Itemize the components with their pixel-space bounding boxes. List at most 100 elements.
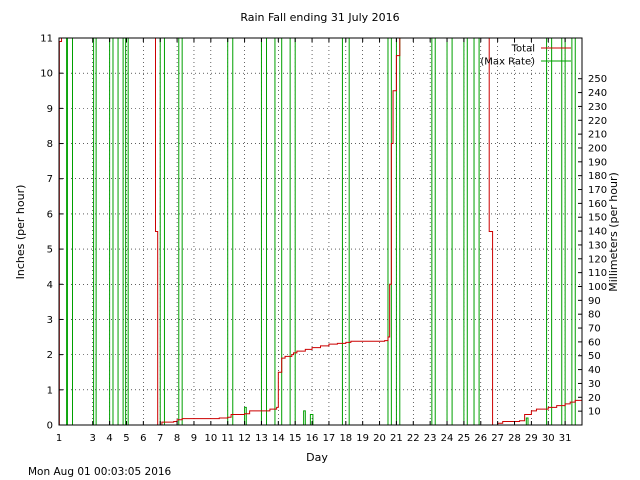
y-tick-label: 2: [47, 350, 53, 361]
max-rate-spike: [309, 413, 314, 425]
x-tick-label: 9: [191, 433, 197, 444]
y2-tick-label: 240: [588, 88, 607, 99]
x-tick-label: 15: [289, 433, 302, 444]
y2-tick-label: 200: [588, 143, 607, 154]
y2-tick-label: 190: [588, 157, 607, 168]
max-rate-spike: [125, 37, 129, 425]
y2-tick-label: 30: [588, 379, 601, 390]
x-tick-label: 8: [174, 433, 180, 444]
y2-tick-label: 100: [588, 282, 607, 293]
y2-tick-label: 110: [588, 268, 607, 279]
plot-frame: [58, 37, 583, 426]
y-tick-label: 4: [47, 280, 53, 291]
x-tick-label: 22: [407, 433, 420, 444]
max-rate-spike: [93, 37, 97, 425]
x-tick-label: 18: [339, 433, 352, 444]
max-rate-spike: [473, 37, 480, 425]
y-tick-label: 9: [47, 104, 53, 115]
x-tick-label: 7: [157, 433, 163, 444]
max-rate-spike: [431, 37, 436, 425]
max-rate-spike: [178, 37, 183, 425]
max-rate-spike: [303, 410, 306, 425]
total-line: [58, 37, 583, 426]
y-tick-label: 6: [47, 209, 53, 220]
max-rate-spike: [463, 37, 468, 425]
x-tick-label: 26: [474, 433, 487, 444]
y-tick-label: 1: [47, 385, 53, 396]
y2-tick-label: 150: [588, 213, 607, 224]
x-tick-label: 16: [306, 433, 319, 444]
x-tick-label: 24: [441, 433, 454, 444]
x-tick-label: 5: [123, 433, 129, 444]
x-tick-label: 12: [238, 433, 251, 444]
series-total: [58, 37, 583, 426]
x-tick-label: 14: [272, 433, 285, 444]
y2-tick-label: 50: [588, 351, 601, 362]
axis-ticks: 1 3 4 5 6 7 8 9 10 11 12 13 14 15 16 17 18 19 20 21 22 23 24 25…: [40, 34, 607, 445]
y2-axis-label: Millimeters (per hour): [607, 172, 620, 292]
grid-lines: [59, 38, 582, 425]
y2-tick-label: 40: [588, 365, 601, 376]
max-rate-spike: [227, 37, 234, 425]
max-rate-spike: [395, 37, 401, 425]
x-tick-label: 4: [106, 433, 112, 444]
max-rate-spike: [571, 37, 576, 425]
max-rate-spike: [446, 37, 453, 425]
x-tick-label: 11: [221, 433, 234, 444]
y2-tick-label: 250: [588, 74, 607, 85]
y-tick-label: 10: [40, 69, 53, 80]
x-tick-label: 3: [90, 433, 96, 444]
max-rate-spike: [525, 417, 529, 425]
y-tick-label: 3: [47, 315, 53, 326]
y-tick-label: 7: [47, 174, 53, 185]
y-tick-label: 8: [47, 139, 53, 150]
y2-tick-label: 90: [588, 296, 601, 307]
x-tick-label: 28: [508, 433, 521, 444]
max-rate-spike: [58, 37, 68, 425]
x-tick-label: 1: [56, 433, 62, 444]
y2-tick-label: 120: [588, 254, 607, 265]
y2-tick-label: 160: [588, 199, 607, 210]
y2-tick-label: 80: [588, 310, 601, 321]
y2-tick-label: 130: [588, 240, 607, 251]
x-tick-label: 19: [356, 433, 369, 444]
x-tick-label: 10: [204, 433, 217, 444]
max-rate-spike: [289, 37, 296, 425]
x-axis-label: Day: [306, 451, 328, 464]
y2-tick-label: 230: [588, 102, 607, 113]
max-rate-spike: [159, 37, 165, 425]
y2-tick-label: 70: [588, 324, 601, 335]
y2-tick-label: 220: [588, 116, 607, 127]
x-tick-label: 21: [390, 433, 403, 444]
max-rate-spike: [260, 37, 268, 425]
legend: Total (Max Rate): [480, 44, 571, 68]
x-tick-label: 25: [458, 433, 471, 444]
chart-title: Rain Fall ending 31 July 2016: [240, 11, 399, 24]
max-rate-spike: [66, 37, 73, 425]
x-tick-label: 20: [373, 433, 386, 444]
y2-tick-label: 20: [588, 393, 601, 404]
legend-label: (Max Rate): [480, 57, 535, 68]
x-tick-label: 30: [542, 433, 555, 444]
x-tick-label: 17: [323, 433, 336, 444]
y-tick-label: 11: [40, 34, 53, 45]
x-tick-label: 6: [140, 433, 146, 444]
x-tick-label: 29: [525, 433, 538, 444]
y2-tick-label: 10: [588, 407, 601, 418]
x-tick-label: 31: [559, 433, 572, 444]
y-axis-label: Inches (per hour): [14, 185, 27, 280]
max-rate-spike: [117, 37, 124, 425]
x-tick-label: 13: [255, 433, 268, 444]
footer-timestamp: Mon Aug 01 00:03:05 2016: [28, 466, 172, 478]
y2-tick-label: 60: [588, 337, 601, 348]
x-tick-label: 27: [491, 433, 504, 444]
y2-tick-label: 140: [588, 227, 607, 238]
y2-tick-label: 170: [588, 185, 607, 196]
x-tick-label: 23: [424, 433, 437, 444]
max-rate-spike: [561, 37, 566, 425]
y-tick-label: 5: [47, 245, 53, 256]
y-tick-label: 0: [47, 421, 53, 432]
max-rate-spike: [546, 37, 553, 425]
y2-tick-label: 210: [588, 130, 607, 141]
